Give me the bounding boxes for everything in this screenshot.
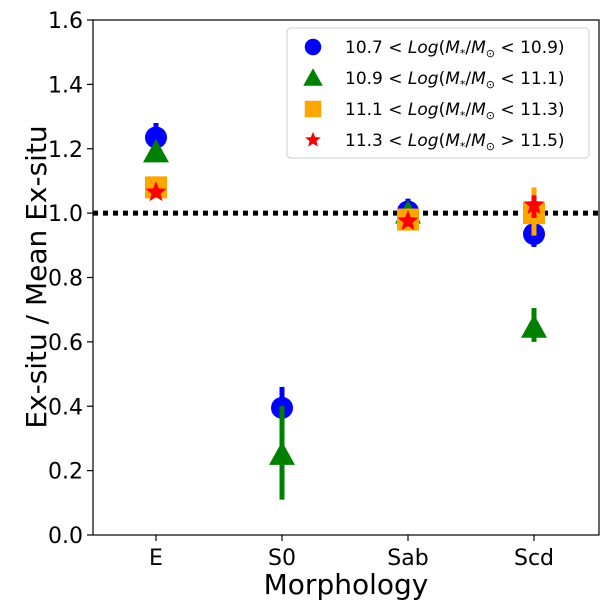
x-tick-label: S0 — [268, 546, 296, 571]
y-tick-label: 0.4 — [48, 395, 83, 420]
x-axis: E S0 Sab Scd — [149, 535, 554, 571]
legend-label: 10.9 < Log(M*/M⊙ < 11.1) — [345, 69, 565, 91]
y-tick-label: 0.2 — [48, 460, 83, 485]
point-triangle-s0 — [269, 441, 295, 465]
legend-label: 11.1 < Log(M*/M⊙ < 11.3) — [345, 100, 565, 122]
y-tick-label: 1.2 — [48, 138, 83, 163]
y-tick-label: 0.0 — [48, 524, 83, 549]
point-triangle-scd — [521, 314, 547, 338]
x-tick-label: Scd — [514, 546, 554, 571]
legend-marker-circle — [304, 38, 322, 56]
data-marks — [143, 123, 547, 500]
legend-box — [286, 27, 590, 159]
y-axis-label: Ex-situ / Mean Ex-situ — [20, 125, 53, 428]
legend-marker-triangle — [303, 68, 323, 86]
point-triangle-e — [143, 138, 169, 163]
y-tick-label: 0.6 — [48, 331, 83, 356]
y-tick-label: 1.6 — [48, 9, 83, 34]
x-tick-label: Sab — [387, 546, 428, 571]
legend-marker-star — [305, 131, 321, 147]
x-tick-label: E — [149, 546, 163, 571]
point-star-e — [145, 181, 167, 202]
legend-marker-square — [304, 100, 322, 118]
legend-label: 11.3 < Log(M*/M⊙ > 11.5) — [345, 131, 565, 153]
point-circle-e — [145, 126, 167, 149]
y-tick-label: 1.4 — [48, 73, 83, 98]
point-star-scd — [523, 194, 545, 214]
y-tick-label: 1.0 — [48, 202, 83, 227]
legend-label: 10.7 < Log(M*/M⊙ < 10.9) — [345, 38, 565, 60]
y-tick-label: 0.8 — [48, 267, 83, 292]
x-axis-label: Morphology — [264, 568, 429, 601]
point-star-sab — [397, 210, 419, 231]
legend: 10.7 < Log(M*/M⊙ < 10.9) 10.9 < Log(M*/M⊙… — [286, 27, 590, 159]
y-axis: 0.0 0.2 0.4 0.6 0.8 1.0 1.2 1.4 1.6 — [48, 9, 93, 549]
